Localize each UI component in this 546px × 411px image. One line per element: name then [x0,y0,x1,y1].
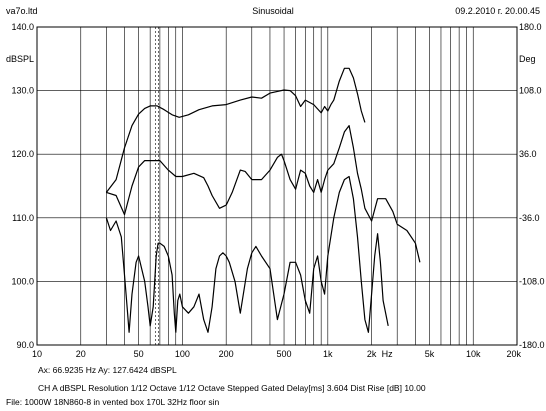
x-tick-label: 20k [506,349,521,359]
cursor-readout: Ax: 66.9235 Hz Ay: 127.6424 dBSPL [38,365,177,375]
x-tick-label: 500 [277,349,292,359]
cursor-line [155,27,159,345]
y-tick-label: 110.0 [12,213,34,223]
measurement-settings: CH A dBSPL Resolution 1/12 Octave 1/12 O… [38,383,426,393]
chart-title: Sinusoidal [252,6,294,16]
series-line-1 [105,67,366,193]
x-tick-label: 1k [323,349,333,359]
plot-frame [36,26,518,346]
y-tick-label: 90.0 [16,340,34,350]
x-tick-label: 2k [367,349,377,359]
y-tick-label: 130.0 [11,86,34,96]
x-tick-label: 5k [425,349,435,359]
series-line-3 [105,175,389,333]
axis-labels: 90.0 100.0 110.0 120.0 130.0 140.0 -180.0 -108.… [6,22,545,359]
y-tick-label: 120.0 [11,149,34,159]
x-tick-label: 50 [134,349,144,359]
file-name: File: 1000W 18N860-8 in vented box 170L … [6,397,220,407]
y2-tick-label: -36.0 [519,213,540,223]
y2-tick-label: 180.0 [519,22,542,32]
grid [37,27,517,345]
y-tick-label: 140.0 [11,22,34,32]
x-axis-unit-label: Hz [382,349,393,359]
x-tick-label: 10 [32,349,42,359]
y2-tick-label: 36.0 [519,149,537,159]
y2-tick-label: -180.0 [519,340,545,350]
x-tick-label: 200 [219,349,234,359]
traces [105,67,421,333]
y2-axis-label: Deg [519,54,536,64]
series-line-2 [106,125,421,263]
x-tick-label: 100 [175,349,190,359]
y2-tick-label: 108.0 [519,86,542,96]
y2-tick-label: -108.0 [519,276,545,286]
y-tick-label: 100.0 [11,276,34,286]
x-tick-label: 20 [76,349,86,359]
y-axis-label: dBSPL [6,54,34,64]
company-label: va7o.ltd [6,6,38,16]
timestamp-label: 09.2.2010 г. 20.00.45 [455,6,540,16]
x-tick-label: 10k [466,349,481,359]
